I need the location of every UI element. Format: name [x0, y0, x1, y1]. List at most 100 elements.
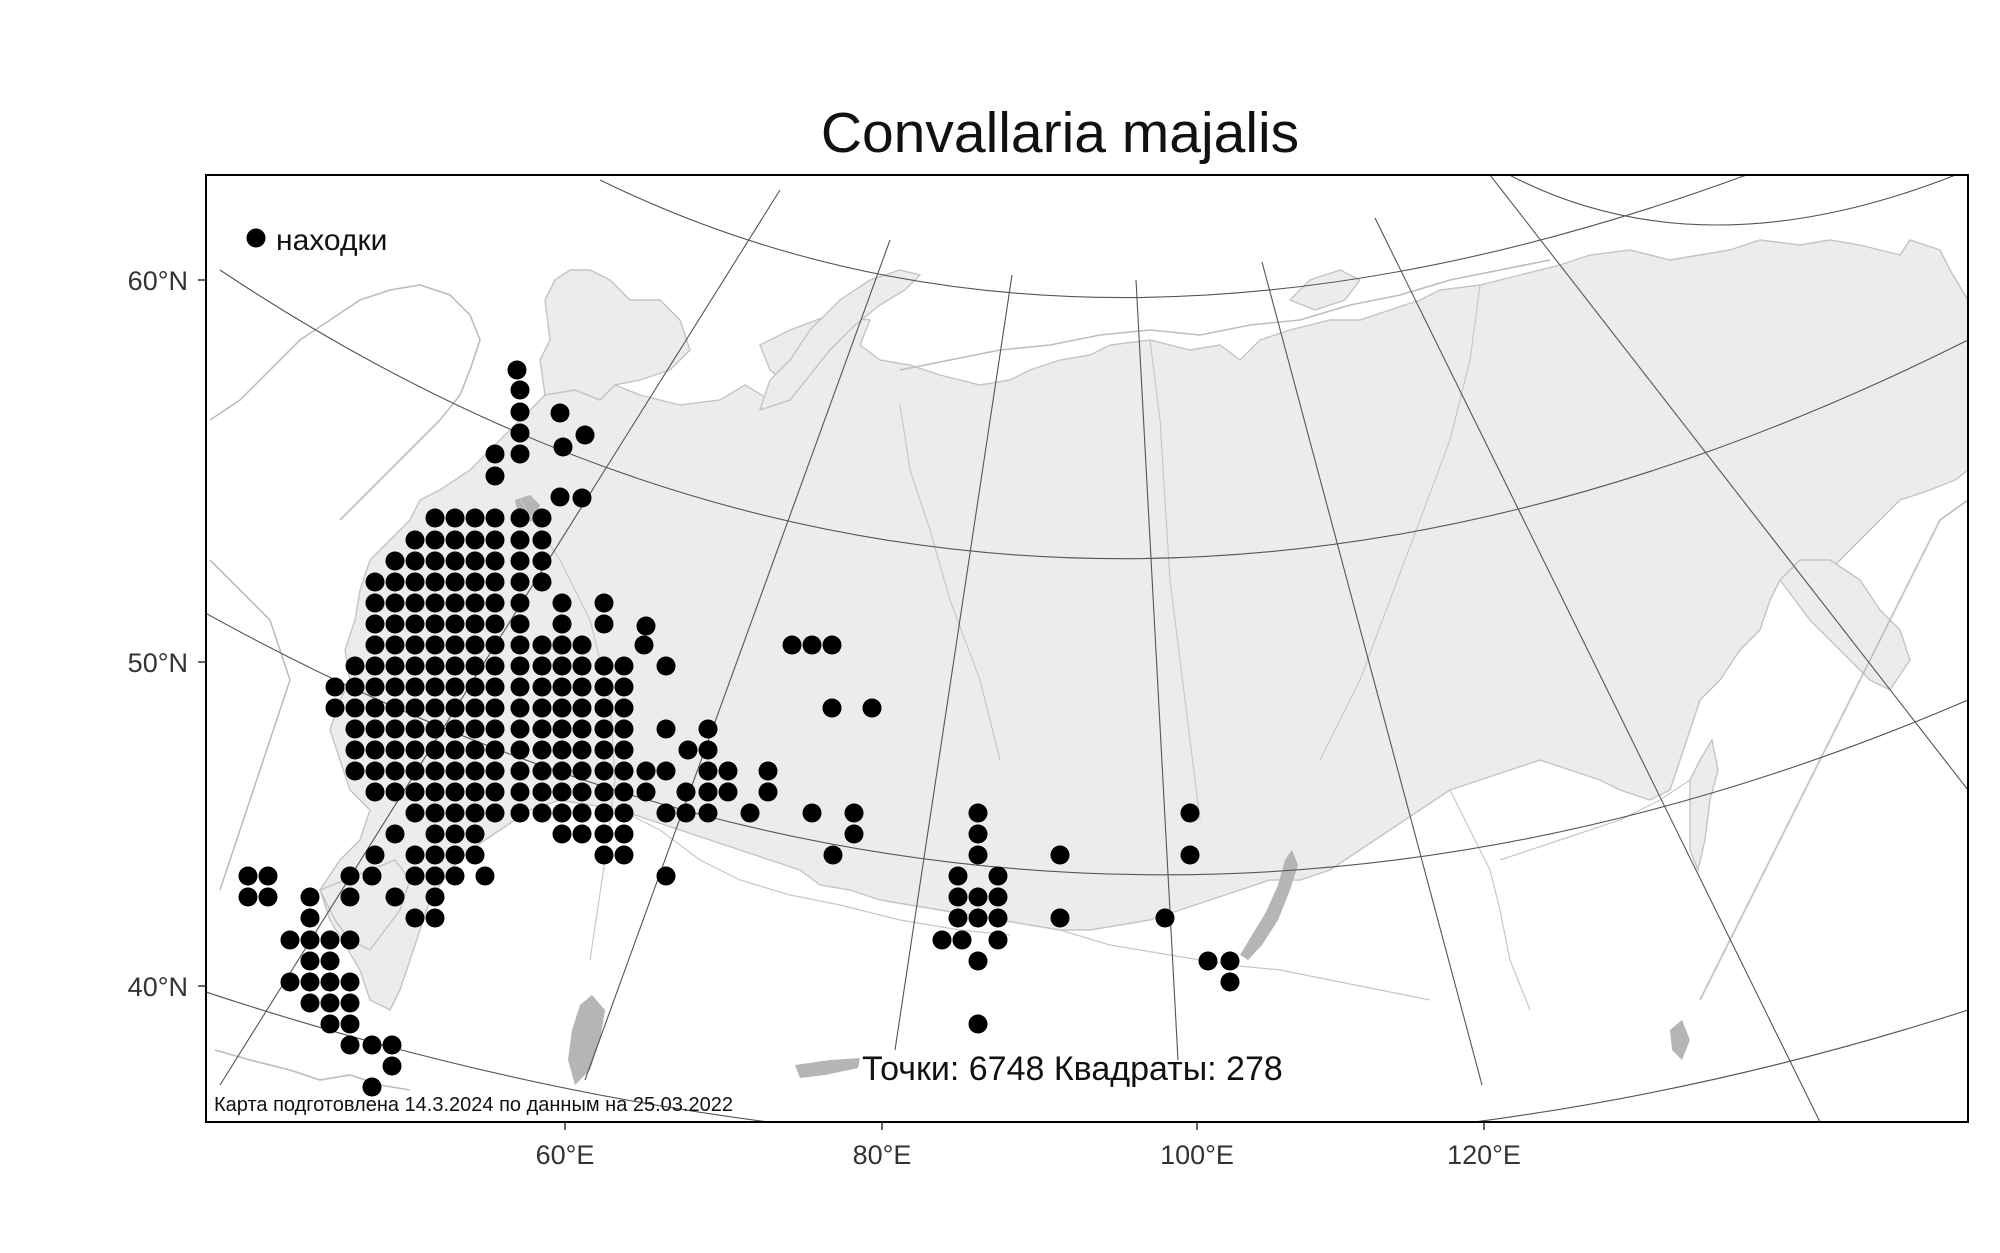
lat-label-40: 40°N [128, 972, 188, 1002]
occurrence-dot [465, 614, 485, 634]
occurrence-dot [365, 677, 385, 697]
occurrence-dot [445, 845, 465, 865]
occurrence-dot [510, 656, 530, 676]
occurrence-dot [385, 593, 405, 613]
occurrence-dot [552, 740, 572, 760]
occurrence-dot [572, 719, 592, 739]
occurrence-dot [385, 761, 405, 781]
occurrence-dot [405, 740, 425, 760]
occurrence-dot [485, 635, 505, 655]
occurrence-dot [340, 1035, 360, 1055]
occurrence-dot [550, 487, 570, 507]
occurrence-dot [988, 866, 1008, 886]
occurrence-dot [1155, 908, 1175, 928]
occurrence-dot [465, 740, 485, 760]
occurrence-dot [405, 614, 425, 634]
occurrence-dot [552, 698, 572, 718]
occurrence-dot [465, 508, 485, 528]
occurrence-dot [425, 551, 445, 571]
occurrence-dot [1198, 951, 1218, 971]
occurrence-dot [552, 614, 572, 634]
occurrence-dot [634, 635, 654, 655]
occurrence-dot [445, 635, 465, 655]
occurrence-dot [362, 1077, 382, 1097]
occurrence-dot [636, 761, 656, 781]
occurrence-dot [485, 551, 505, 571]
occurrence-dot [405, 677, 425, 697]
occurrence-dot [425, 530, 445, 550]
occurrence-dot [510, 530, 530, 550]
occurrence-dot [614, 803, 634, 823]
occurrence-dot [510, 614, 530, 634]
occurrence-dot [385, 782, 405, 802]
occurrence-dot [510, 593, 530, 613]
occurrence-dot [405, 530, 425, 550]
occurrence-dot [405, 782, 425, 802]
occurrence-dot [445, 866, 465, 886]
occurrence-dot [362, 1035, 382, 1055]
occurrence-dot [656, 656, 676, 676]
occurrence-dot [345, 740, 365, 760]
occurrence-dot [405, 551, 425, 571]
map-area: находки Точки: 6748 Квадраты: 278 Карта … [206, 175, 1968, 1122]
occurrence-dot [572, 635, 592, 655]
occurrence-dot [532, 698, 552, 718]
occurrence-dot [614, 824, 634, 844]
occurrence-dot [844, 803, 864, 823]
latitude-80-line [1508, 175, 1957, 226]
occurrence-dot [594, 782, 614, 802]
occurrence-dot [678, 740, 698, 760]
occurrence-dot [445, 508, 465, 528]
occurrence-dot [485, 614, 505, 634]
occurrence-dot [485, 782, 505, 802]
severnaya-zemlya [1288, 269, 1362, 311]
occurrence-dot [485, 719, 505, 739]
occurrence-dot [532, 740, 552, 760]
occurrence-dot [465, 635, 485, 655]
occurrence-dot [445, 740, 465, 760]
occurrence-dot [365, 740, 385, 760]
occurrence-dot [594, 614, 614, 634]
occurrence-dot [572, 656, 592, 676]
occurrence-dot [425, 782, 445, 802]
occurrence-dot [485, 530, 505, 550]
occurrence-dot [445, 698, 465, 718]
occurrence-dot [968, 824, 988, 844]
occurrence-dot [382, 1035, 402, 1055]
occurrence-dot [385, 698, 405, 718]
occurrence-dot [325, 677, 345, 697]
occurrence-dot [465, 530, 485, 550]
occurrence-dot [425, 803, 445, 823]
occurrence-dot [405, 698, 425, 718]
occurrence-dot [698, 782, 718, 802]
occurrence-dot [758, 761, 778, 781]
occurrence-dot [425, 887, 445, 907]
occurrence-dot [485, 444, 505, 464]
occurrence-dot [952, 930, 972, 950]
occurrence-dot [1180, 803, 1200, 823]
occurrence-dot [445, 593, 465, 613]
occurrence-dot [552, 656, 572, 676]
lat-label-50: 50°N [128, 648, 188, 678]
occurrence-dot [365, 761, 385, 781]
kola-peninsula [539, 269, 691, 401]
occurrence-dot [385, 677, 405, 697]
occurrence-dot [948, 866, 968, 886]
occurrence-dot [572, 824, 592, 844]
occurrence-dot [345, 656, 365, 676]
occurrence-dot [594, 656, 614, 676]
occurrence-dot [1180, 845, 1200, 865]
occurrence-dot [258, 887, 278, 907]
occurrence-dot [1050, 908, 1070, 928]
occurrence-dot [510, 677, 530, 697]
occurrence-dot [485, 803, 505, 823]
occurrence-dot [510, 782, 530, 802]
occurrence-dot [365, 614, 385, 634]
occurrence-dot [405, 719, 425, 739]
occurrence-dot [405, 761, 425, 781]
occurrence-dot [552, 593, 572, 613]
occurrence-dot [425, 677, 445, 697]
novaya-zemlya [758, 269, 922, 412]
occurrence-dot [385, 887, 405, 907]
occurrence-dot [594, 761, 614, 781]
